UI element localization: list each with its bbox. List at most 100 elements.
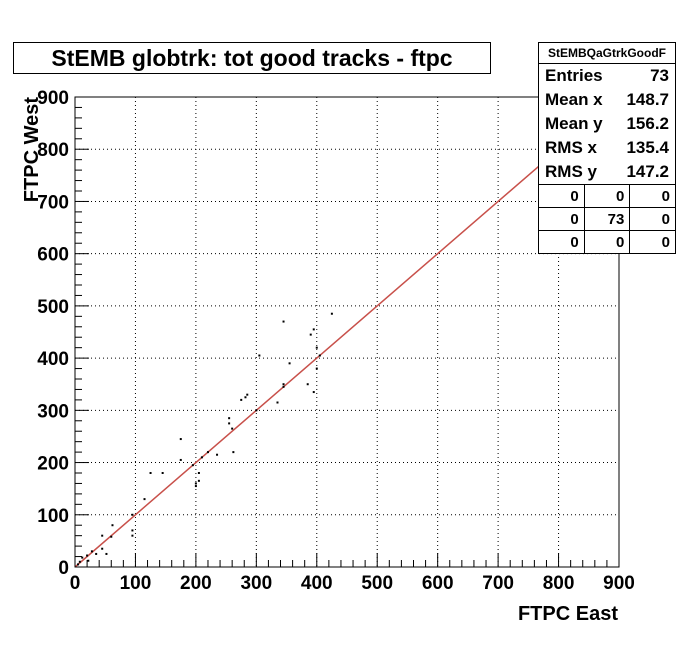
y-tick-label: 300 (37, 401, 69, 422)
stats-grid-cell: 0 (539, 231, 585, 253)
stats-name: StEMBQaGtrkGoodF (539, 43, 675, 64)
data-point (111, 524, 114, 527)
x-tick-label: 200 (180, 573, 212, 594)
stats-grid-cell: 0 (585, 231, 631, 253)
grid-lines (75, 97, 619, 567)
data-point (282, 320, 285, 323)
stats-grid-cell: 0 (661, 233, 671, 251)
stats-grid-row: 0 73 0 (539, 208, 675, 231)
data-point (288, 362, 291, 365)
data-point (330, 312, 333, 315)
data-point (149, 472, 152, 474)
data-point (228, 422, 231, 425)
stats-overflow-grid: 0 0 0 0 73 0 0 0 0 (539, 184, 675, 253)
data-point (101, 534, 104, 537)
stats-value: 73 (650, 66, 669, 85)
data-point (315, 346, 318, 349)
x-tick-label: 100 (120, 573, 152, 594)
data-point (194, 485, 197, 488)
data-point (246, 393, 249, 396)
stats-grid-cell: 0 (539, 185, 585, 207)
data-point (216, 453, 219, 456)
plot-frame (74, 96, 620, 568)
data-point (77, 563, 80, 566)
stats-row-mean-y: Mean y 156.2 (539, 112, 675, 136)
stats-value: 148.7 (626, 90, 669, 109)
data-point (101, 547, 104, 550)
stats-grid-row: 0 0 0 (539, 231, 675, 253)
stats-grid-row: 0 0 0 (539, 185, 675, 208)
stats-label: Mean y (545, 114, 603, 133)
data-point (197, 472, 200, 474)
data-point (105, 552, 108, 555)
data-point (200, 456, 203, 459)
stats-grid-cell: 0 (539, 208, 585, 230)
axis-tick-labels: 0 100 200 300 400 500 600 700 800 900 0 100 200 300 40… (37, 88, 635, 594)
data-point (110, 535, 113, 538)
y-tick-label: 700 (37, 192, 69, 213)
chart-title-text: StEMB globtrk: tot good tracks - ftpc (51, 44, 453, 71)
reference-line (74, 96, 620, 568)
x-tick-label: 300 (240, 573, 272, 594)
x-tick-label: 400 (301, 573, 333, 594)
y-tick-label: 900 (37, 88, 69, 109)
data-points (77, 312, 333, 566)
y-tick-label: 0 (58, 558, 69, 579)
stats-grid-cell: 73 (585, 208, 631, 230)
y-tick-label: 200 (37, 454, 69, 475)
stats-label: Entries (545, 66, 603, 85)
data-point (309, 333, 312, 336)
data-point (258, 354, 261, 357)
data-point (240, 398, 243, 401)
data-point (131, 529, 134, 532)
data-point (315, 367, 318, 370)
data-point (255, 409, 258, 412)
x-tick-label: 800 (543, 573, 575, 594)
data-point (179, 438, 182, 441)
data-point (191, 464, 194, 467)
data-point (81, 556, 84, 559)
x-axis-label: FTPC East (518, 603, 618, 625)
data-point (282, 385, 285, 388)
data-point (318, 354, 321, 357)
x-tick-label: 900 (603, 573, 635, 594)
y-tick-label: 400 (37, 349, 69, 370)
data-point (143, 498, 146, 501)
stats-value: 147.2 (626, 162, 669, 181)
data-point (95, 552, 98, 555)
data-point (228, 417, 231, 420)
data-point (161, 472, 164, 474)
data-point (231, 427, 234, 430)
stats-row-entries: Entries 73 (539, 64, 675, 88)
data-point (131, 513, 134, 516)
y-tick-label: 600 (37, 245, 69, 266)
y-tick-label: 500 (37, 297, 69, 318)
data-point (276, 401, 279, 404)
stats-label: RMS x (545, 138, 597, 157)
diagonal-line (74, 96, 620, 568)
stats-row-rms-y: RMS y 147.2 (539, 160, 675, 184)
stats-row-rms-x: RMS x 135.4 (539, 136, 675, 160)
data-point (306, 383, 309, 386)
data-point (244, 396, 247, 399)
data-point (312, 328, 315, 331)
y-axis-label: FTPC West (21, 97, 43, 203)
data-point (179, 458, 182, 461)
data-point (194, 482, 197, 485)
stats-grid-cell: 0 (661, 187, 671, 205)
chart-title: StEMB globtrk: tot good tracks - ftpc (13, 42, 491, 74)
data-point (78, 560, 81, 563)
axis-ticks (74, 96, 620, 568)
data-point (87, 559, 90, 562)
stats-label: RMS y (545, 162, 597, 181)
data-point (86, 554, 89, 557)
stats-box: StEMBQaGtrkGoodF Entries 73 Mean x 148.7… (538, 42, 676, 254)
x-tick-label: 0 (70, 573, 81, 594)
data-point (232, 451, 235, 454)
stats-grid-cell: 0 (585, 185, 631, 207)
y-tick-label: 100 (37, 506, 69, 527)
x-tick-label: 700 (482, 573, 514, 594)
stats-row-mean-x: Mean x 148.7 (539, 88, 675, 112)
stats-value: 156.2 (626, 114, 669, 133)
